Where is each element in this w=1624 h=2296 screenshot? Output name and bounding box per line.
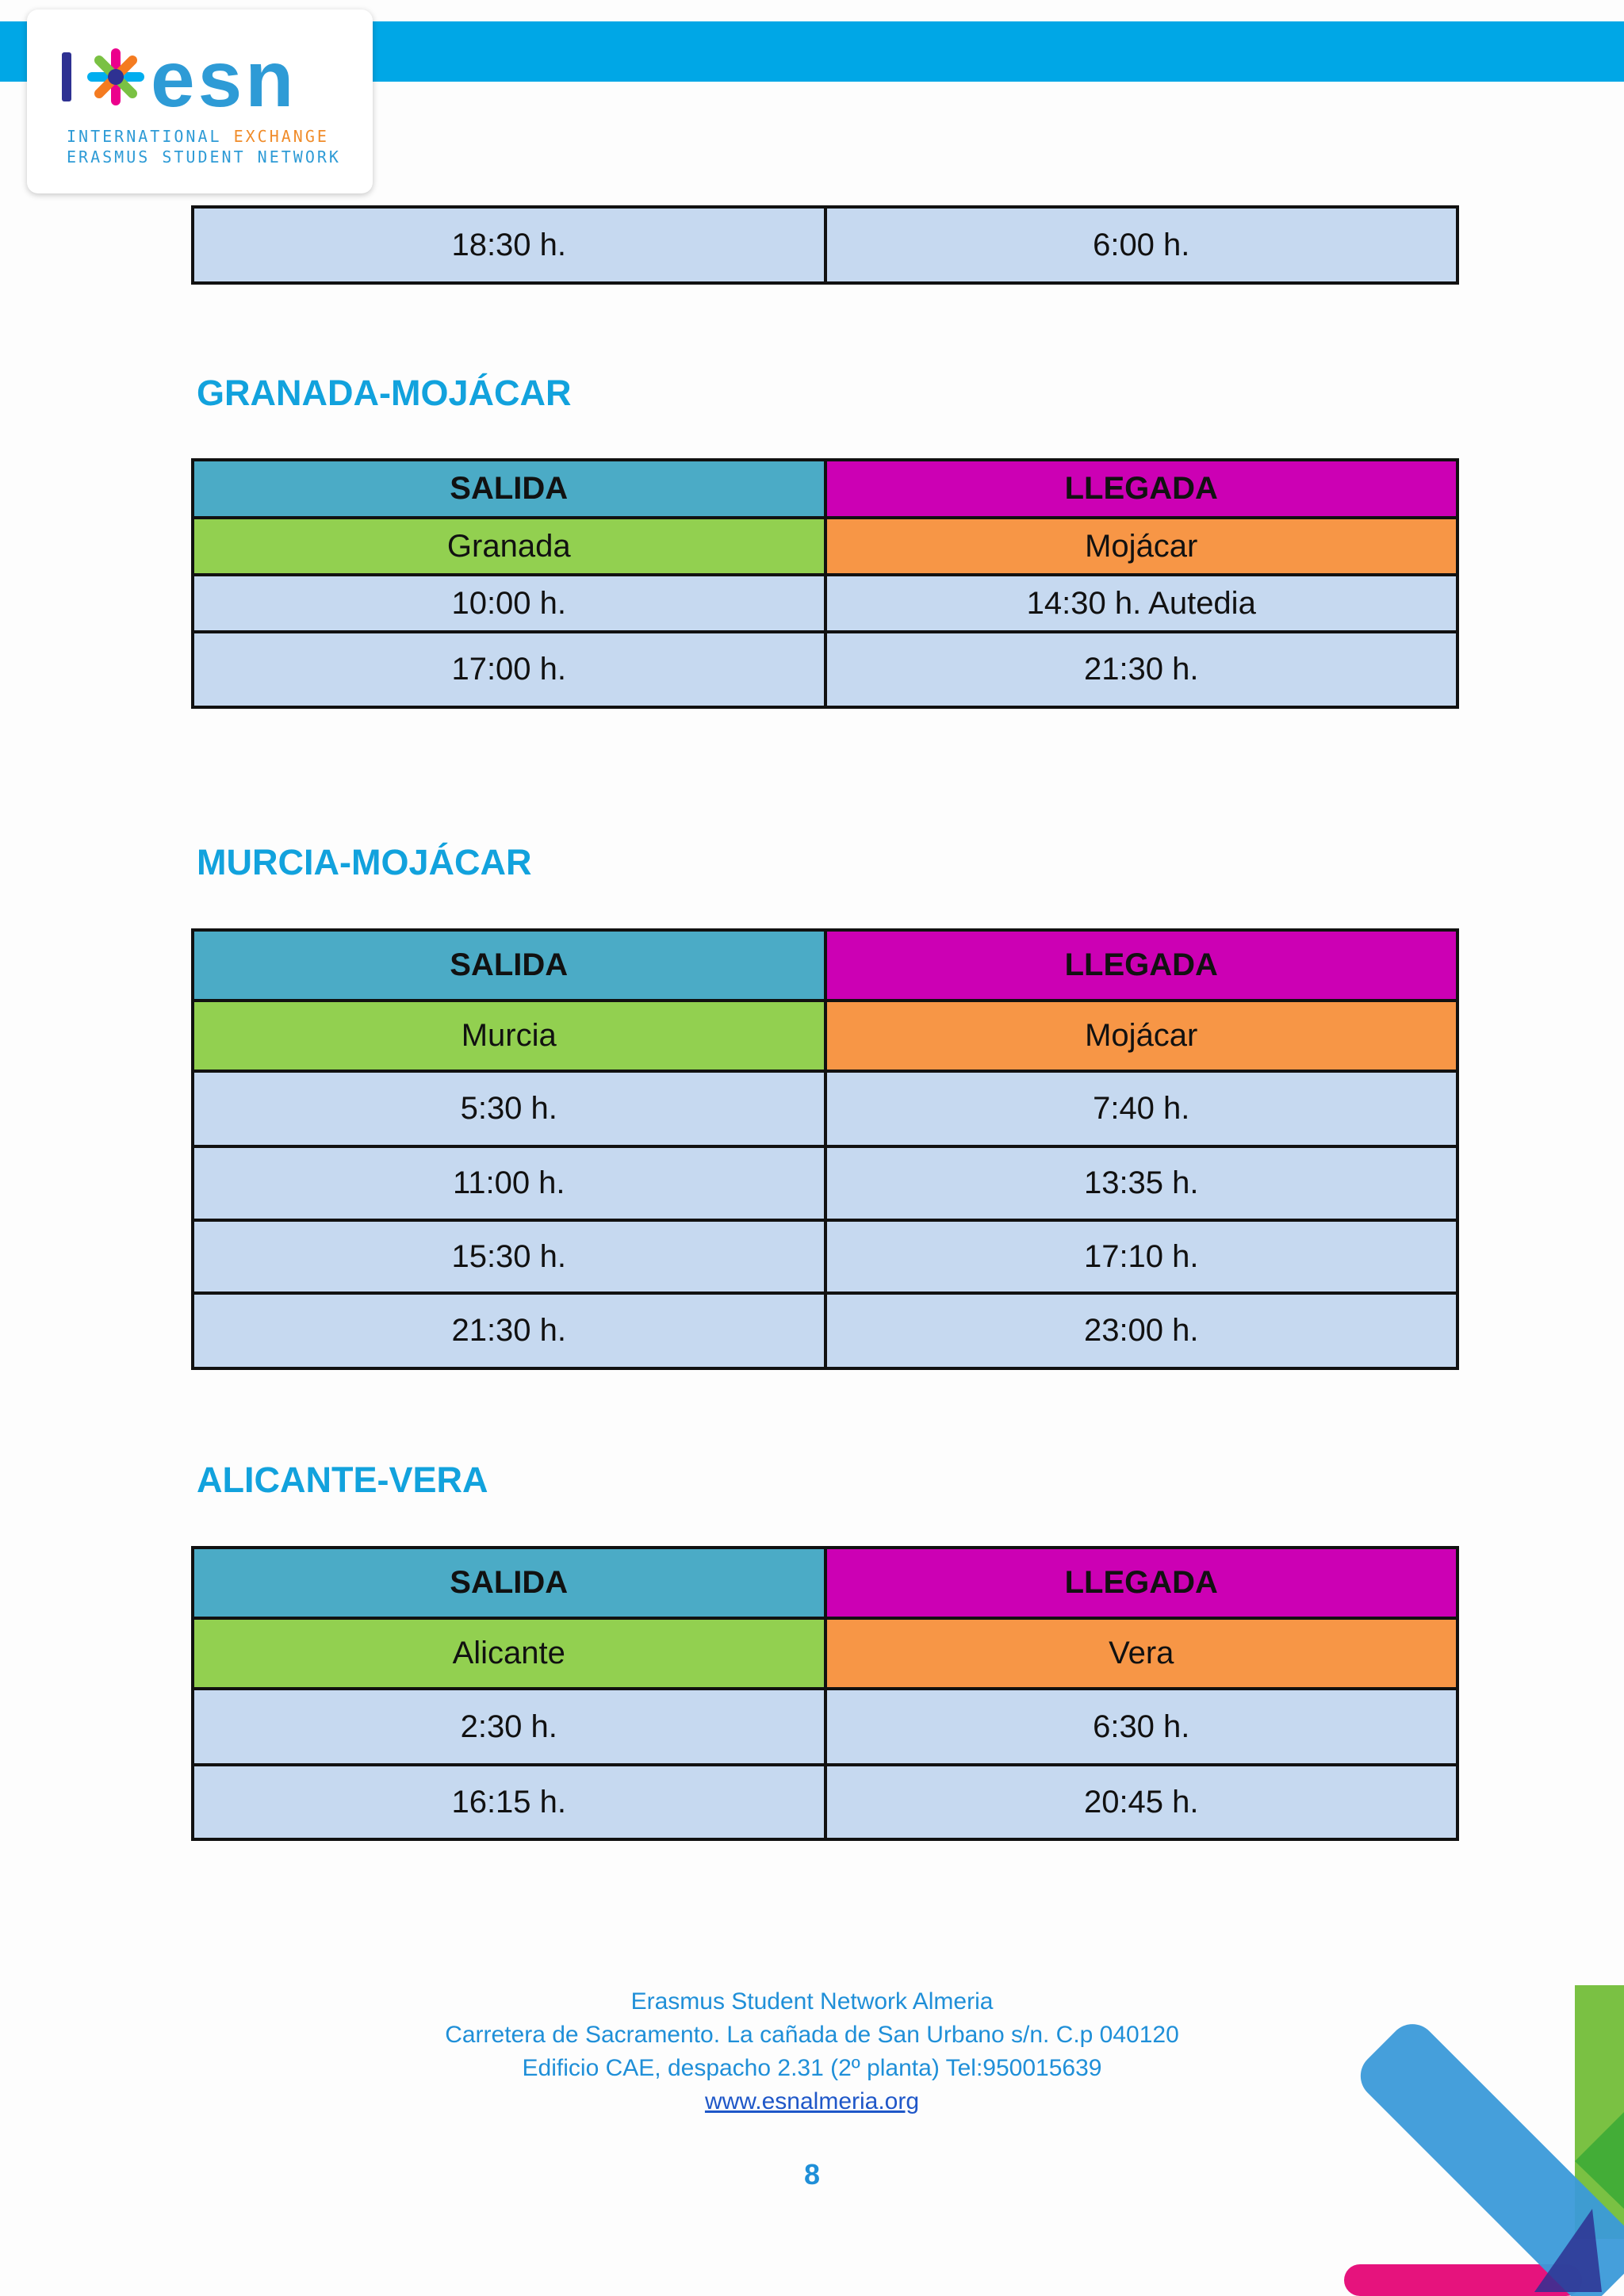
schedule-table-granada-mojacar: SALIDA LLEGADA Granada Mojácar 10:00 h. …: [191, 458, 1459, 709]
section-title-murcia-mojacar: MURCIA-MOJÁCAR: [197, 842, 532, 882]
schedule-table-murcia-mojacar: SALIDA LLEGADA Murcia Mojácar 5:30 h. 7:…: [191, 928, 1459, 1370]
continued-schedule-table: 18:30 h. 6:00 h.: [191, 205, 1459, 285]
section-title-granada-mojacar: GRANADA-MOJÁCAR: [197, 373, 572, 413]
table-header-row: SALIDA LLEGADA: [191, 1546, 1459, 1620]
departure-time: 21:30 h.: [191, 1292, 827, 1370]
arrival-time: 7:40 h.: [823, 1070, 1459, 1148]
footer-office: Edificio CAE, despacho 2.31 (2º planta) …: [522, 2055, 1102, 2081]
arrival-time: 17:10 h.: [823, 1219, 1459, 1295]
footer-address: Carretera de Sacramento. La cañada de Sa…: [445, 2022, 1179, 2048]
salida-header: SALIDA: [191, 1546, 827, 1620]
departure-time: 15:30 h.: [191, 1219, 827, 1295]
logo-wordmark: esn: [151, 40, 297, 119]
arrival-time: 20:45 h.: [823, 1763, 1459, 1841]
table-row: 18:30 h. 6:00 h.: [191, 205, 1459, 285]
arrival-city: Vera: [823, 1617, 1459, 1690]
footer-org-name: Erasmus Student Network Almeria: [630, 1988, 994, 2015]
corner-decoration-icon: [1344, 1985, 1624, 2296]
llegada-header: LLEGADA: [823, 928, 1459, 1002]
departure-time: 17:00 h.: [191, 630, 827, 709]
salida-header: SALIDA: [191, 458, 827, 519]
departure-time: 11:00 h.: [191, 1145, 827, 1222]
city-row: Murcia Mojácar: [191, 999, 1459, 1073]
arrival-time: 6:00 h.: [823, 205, 1459, 285]
arrival-city: Mojácar: [823, 999, 1459, 1073]
table-row: 5:30 h. 7:40 h.: [191, 1070, 1459, 1148]
table-row: 2:30 h. 6:30 h.: [191, 1687, 1459, 1766]
arrival-city: Mojácar: [823, 516, 1459, 576]
arrival-time: 13:35 h.: [823, 1145, 1459, 1222]
table-row: 16:15 h. 20:45 h.: [191, 1763, 1459, 1841]
section-title-alicante-vera: ALICANTE-VERA: [197, 1460, 488, 1500]
salida-header: SALIDA: [191, 928, 827, 1002]
departure-time: 16:15 h.: [191, 1763, 827, 1841]
departure-time: 10:00 h.: [191, 573, 827, 633]
page-number: 8: [803, 2158, 821, 2191]
departure-time: 5:30 h.: [191, 1070, 827, 1148]
llegada-header: LLEGADA: [823, 458, 1459, 519]
city-row: Granada Mojácar: [191, 516, 1459, 576]
arrival-time: 14:30 h. Autedia: [823, 573, 1459, 633]
city-row: Alicante Vera: [191, 1617, 1459, 1690]
logo-tagline-2: ERASMUS STUDENT NETWORK: [67, 147, 341, 166]
table-row: 21:30 h. 23:00 h.: [191, 1292, 1459, 1370]
website-link[interactable]: www.esnalmeria.org: [704, 2088, 920, 2114]
table-row: 15:30 h. 17:10 h.: [191, 1219, 1459, 1295]
arrival-time: 6:30 h.: [823, 1687, 1459, 1766]
departure-city: Alicante: [191, 1617, 827, 1690]
departure-city: Granada: [191, 516, 827, 576]
departure-city: Murcia: [191, 999, 827, 1073]
departure-time: 2:30 h.: [191, 1687, 827, 1766]
schedule-table-alicante-vera: SALIDA LLEGADA Alicante Vera 2:30 h. 6:3…: [191, 1546, 1459, 1841]
table-row: 17:00 h. 21:30 h.: [191, 630, 1459, 709]
table-header-row: SALIDA LLEGADA: [191, 928, 1459, 1002]
logo-tagline-1: INTERNATIONAL EXCHANGE: [67, 127, 329, 146]
arrival-time: 23:00 h.: [823, 1292, 1459, 1370]
esn-star-logo-icon: esn: [62, 40, 297, 119]
llegada-header: LLEGADA: [823, 1546, 1459, 1620]
arrival-time: 21:30 h.: [823, 630, 1459, 709]
departure-time: 18:30 h.: [191, 205, 827, 285]
table-row: 11:00 h. 13:35 h.: [191, 1145, 1459, 1222]
table-row: 10:00 h. 14:30 h. Autedia: [191, 573, 1459, 633]
esn-logo: esn INTERNATIONAL EXCHANGE ERASMUS STUDE…: [27, 10, 373, 193]
footer-website-line: www.esnalmeria.org: [0, 2088, 1624, 2115]
table-header-row: SALIDA LLEGADA: [191, 458, 1459, 519]
